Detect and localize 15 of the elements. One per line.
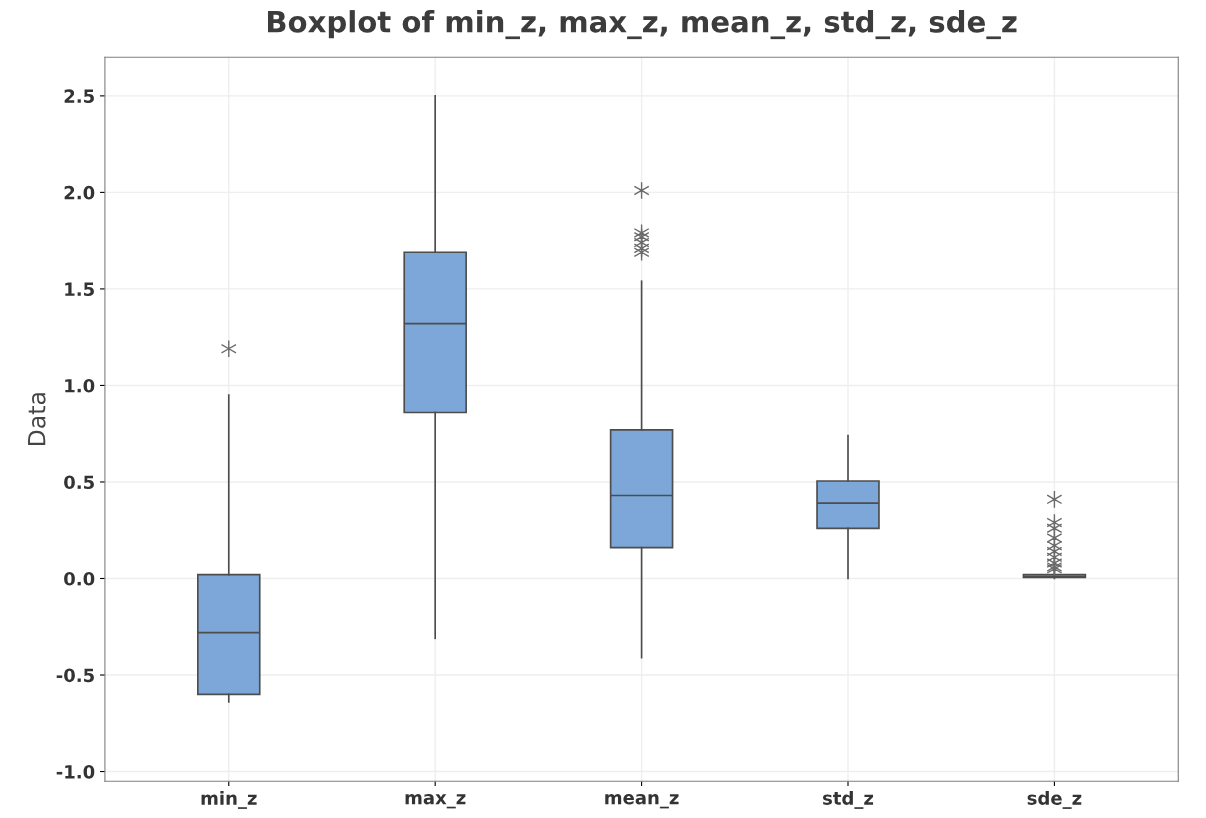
y-tick-label: 0.0 [64, 571, 95, 586]
x-tick-label: std_z [823, 790, 874, 809]
y-tick-label: 1.0 [65, 378, 95, 393]
y-axis-title: Data [28, 393, 46, 446]
y-tick-label: 2.5 [64, 89, 94, 103]
y-tick-label: -1.0 [56, 765, 95, 779]
x-tick-label: min_z [201, 790, 257, 809]
y-tick-label: -0.5 [56, 668, 94, 683]
y-tick-label: 2.0 [64, 185, 95, 200]
x-tick-label: sde_z [1027, 790, 1082, 809]
y-tick-label: 0.5 [64, 475, 94, 490]
x-tick-label: mean_z [605, 794, 679, 809]
y-tick-label: 1.5 [65, 282, 94, 297]
chart-title: Boxplot of min_z, max_z, mean_z, std_z, sde_z [267, 10, 1017, 40]
x-tick-label: max_z [405, 794, 466, 809]
